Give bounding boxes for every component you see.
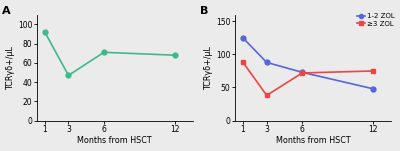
Legend: 1-2 ZOL, ≥3 ZOL: 1-2 ZOL, ≥3 ZOL xyxy=(357,13,395,27)
≥3 ZOL xyxy=(264,95,269,96)
1-2 ZOL xyxy=(241,37,246,39)
1-2 ZOL xyxy=(371,88,376,90)
Text: B: B xyxy=(200,6,209,16)
Line: 1-2 ZOL: 1-2 ZOL xyxy=(241,35,376,91)
Y-axis label: TCRγδ+/μL: TCRγδ+/μL xyxy=(204,46,213,90)
≥3 ZOL xyxy=(241,61,246,63)
1-2 ZOL xyxy=(264,61,269,63)
X-axis label: Months from HSCT: Months from HSCT xyxy=(77,137,152,145)
≥3 ZOL xyxy=(300,72,304,74)
1-2 ZOL xyxy=(300,71,304,73)
Text: A: A xyxy=(2,6,11,16)
Line: ≥3 ZOL: ≥3 ZOL xyxy=(241,60,376,98)
X-axis label: Months from HSCT: Months from HSCT xyxy=(276,137,350,145)
Y-axis label: TCRγδ+/μL: TCRγδ+/μL xyxy=(6,46,15,90)
≥3 ZOL xyxy=(371,70,376,72)
